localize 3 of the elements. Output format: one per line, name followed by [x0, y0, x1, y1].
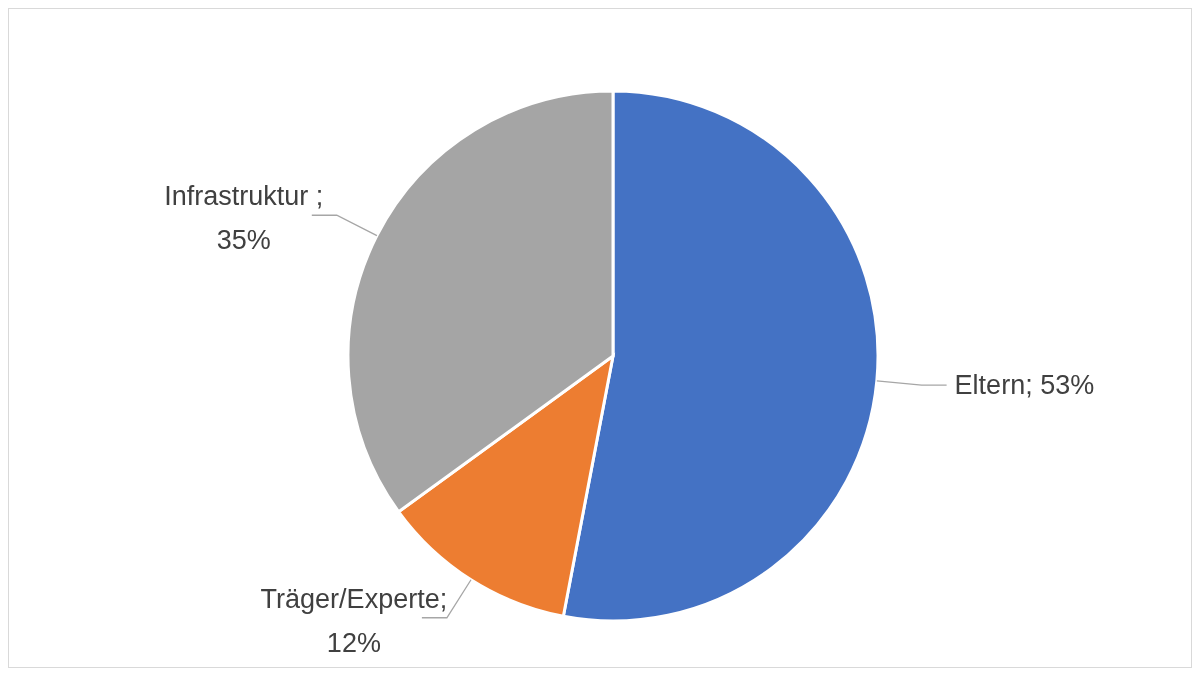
- slice-label: Träger/Experte; 12%: [260, 583, 448, 658]
- slice-label: Infrastruktur ; 35%: [164, 181, 324, 256]
- slice-label: Eltern; 53%: [954, 370, 1095, 401]
